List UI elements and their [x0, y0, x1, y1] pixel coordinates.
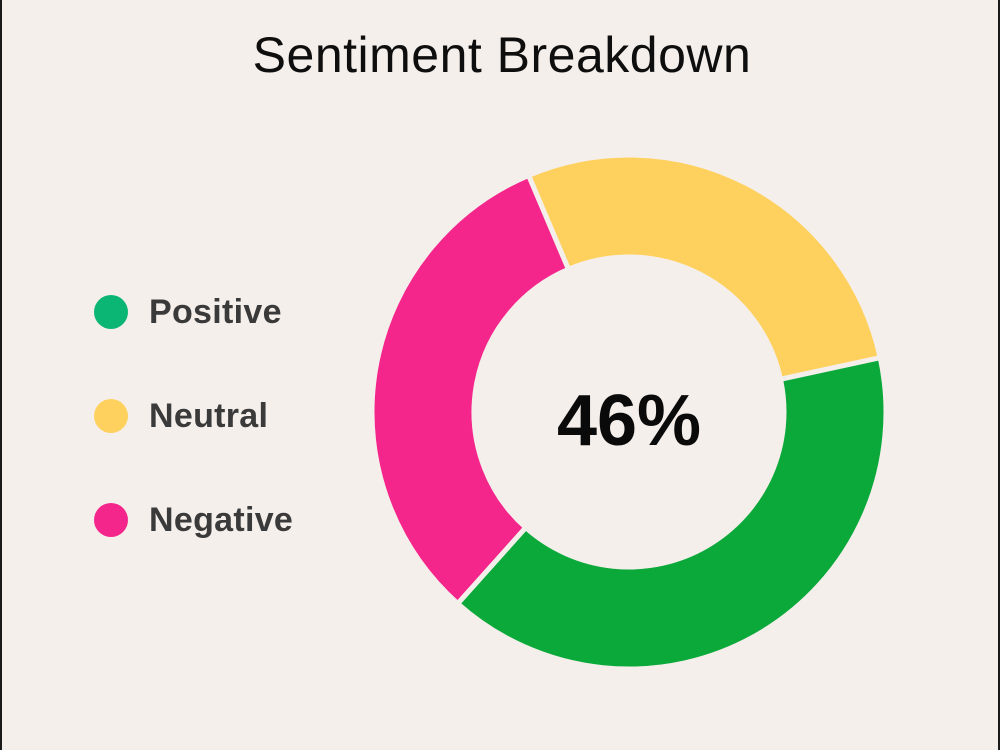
- legend-label-negative: Negative: [149, 500, 294, 539]
- donut-slice-neutral: [525, 152, 884, 383]
- donut-center-value: 46%: [557, 381, 701, 461]
- legend-item-positive: Positive: [94, 290, 293, 334]
- donut-slice-negative: [369, 172, 572, 608]
- chart-title: Sentiment Breakdown: [252, 27, 752, 83]
- legend-item-neutral: Neutral: [94, 394, 293, 438]
- donut-slices: [369, 152, 889, 672]
- legend-label-neutral: Neutral: [149, 396, 269, 435]
- legend-swatch-neutral: [94, 399, 128, 433]
- legend-swatch-positive: [94, 295, 128, 329]
- donut-slice-positive: [454, 354, 889, 672]
- legend-item-negative: Negative: [94, 498, 293, 542]
- legend-swatch-negative: [94, 503, 128, 537]
- chart-legend: Positive Neutral Negative: [94, 290, 293, 602]
- legend-label-positive: Positive: [149, 292, 282, 331]
